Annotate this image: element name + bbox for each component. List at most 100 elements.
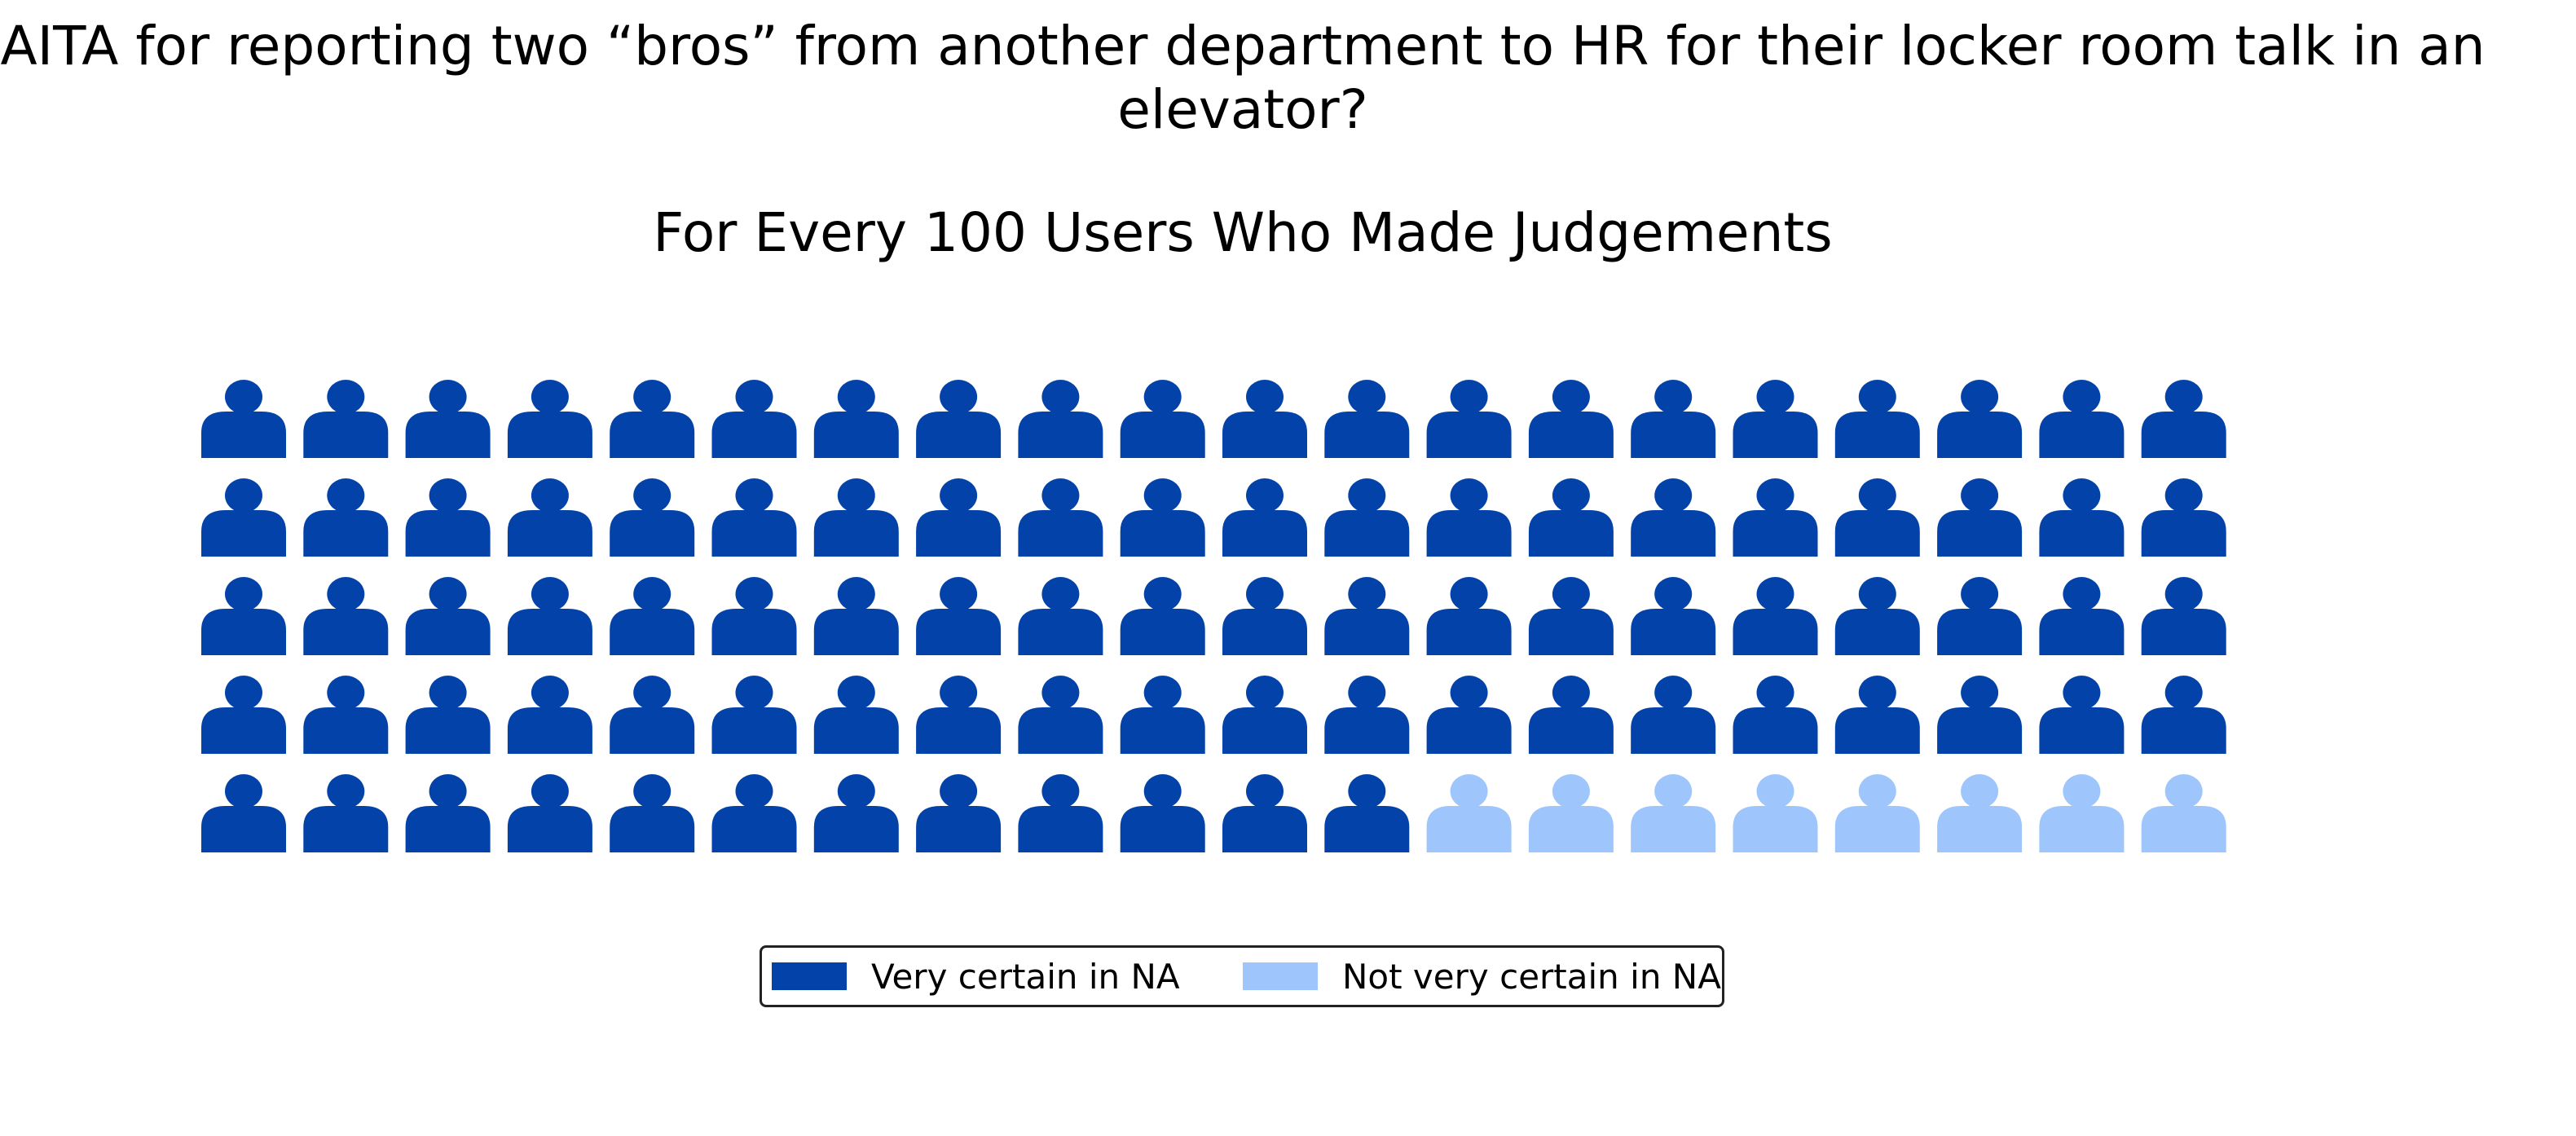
person-icon [916, 478, 1002, 557]
person-icon [813, 380, 899, 458]
legend-swatch-very-certain [772, 962, 847, 990]
person-icon [916, 577, 1002, 655]
chart-subtitle: For Every 100 Users Who Made Judgements [653, 201, 1833, 264]
legend-item-very-certain: Very certain in NA [772, 948, 1180, 1005]
person-icon [201, 774, 286, 852]
person-icon [1834, 577, 1920, 655]
legend-label-not-very-certain: Not very certain in NA [1342, 956, 1721, 997]
person-icon [507, 478, 592, 557]
person-icon [610, 478, 695, 557]
person-icon [1222, 380, 1307, 458]
person-icon [1120, 478, 1205, 557]
person-icon [1528, 774, 1614, 852]
person-icon [1834, 676, 1920, 754]
person-icon [1631, 774, 1716, 852]
person-icon [1018, 577, 1103, 655]
person-icon [2039, 380, 2125, 458]
person-icon [610, 774, 695, 852]
person-icon [711, 676, 797, 754]
person-icon [1018, 478, 1103, 557]
person-icon [916, 774, 1002, 852]
person-icon [1324, 676, 1410, 754]
person-icon [1528, 380, 1614, 458]
person-icon [303, 676, 389, 754]
person-icon [507, 577, 592, 655]
person-icon [813, 577, 899, 655]
person-icon [1733, 577, 1818, 655]
person-icon [2039, 478, 2125, 557]
person-icon [1222, 478, 1307, 557]
person-icon [1426, 380, 1512, 458]
person-icon [813, 676, 899, 754]
person-icon [711, 380, 797, 458]
person-icon [303, 478, 389, 557]
person-icon [2141, 577, 2226, 655]
person-icon [303, 380, 389, 458]
legend-label-very-certain: Very certain in NA [871, 956, 1180, 997]
person-icon [405, 774, 491, 852]
legend-swatch-not-very-certain [1243, 962, 1318, 990]
person-icon [507, 676, 592, 754]
person-icon [1324, 478, 1410, 557]
person-icon [813, 478, 899, 557]
person-icon [1222, 577, 1307, 655]
person-icon [1528, 577, 1614, 655]
person-icon [1834, 380, 1920, 458]
person-icon [1426, 478, 1512, 557]
person-icon [1426, 676, 1512, 754]
person-icon [1733, 478, 1818, 557]
person-icon [1018, 774, 1103, 852]
person-icon [1937, 774, 2023, 852]
person-icon [2039, 774, 2125, 852]
person-icon [2039, 577, 2125, 655]
person-icon [1631, 577, 1716, 655]
person-icon [1528, 478, 1614, 557]
person-icon [1834, 774, 1920, 852]
person-icon [405, 380, 491, 458]
person-icon [1733, 380, 1818, 458]
person-icon [405, 577, 491, 655]
person-icon [2141, 774, 2226, 852]
person-icon [1631, 380, 1716, 458]
person-icon [711, 577, 797, 655]
person-icon [1324, 774, 1410, 852]
person-icon [711, 478, 797, 557]
person-icon [2039, 676, 2125, 754]
person-icon [1120, 676, 1205, 754]
person-icon [201, 676, 286, 754]
person-icon [610, 577, 695, 655]
person-icon [610, 676, 695, 754]
person-icon [405, 478, 491, 557]
person-icon [1222, 774, 1307, 852]
legend-item-not-very-certain: Not very certain in NA [1243, 948, 1721, 1005]
person-icon [1426, 577, 1512, 655]
person-icon [813, 774, 899, 852]
person-icon [201, 478, 286, 557]
person-icon [1222, 676, 1307, 754]
person-icon [1528, 676, 1614, 754]
person-icon [2141, 676, 2226, 754]
person-icon [1733, 774, 1818, 852]
person-icon [2141, 478, 2226, 557]
person-icon [1120, 380, 1205, 458]
person-icon [507, 774, 592, 852]
person-icon [1631, 676, 1716, 754]
person-icon [610, 380, 695, 458]
person-icon [507, 380, 592, 458]
person-icon [1937, 478, 2023, 557]
person-icon [201, 577, 286, 655]
person-icon [1120, 774, 1205, 852]
person-icon [1834, 478, 1920, 557]
person-icon [1733, 676, 1818, 754]
person-icon [1120, 577, 1205, 655]
person-icon [1631, 478, 1716, 557]
person-icon [916, 676, 1002, 754]
person-icon [1324, 380, 1410, 458]
person-icon [1937, 577, 2023, 655]
person-icon [916, 380, 1002, 458]
person-icon [201, 380, 286, 458]
person-icon [1426, 774, 1512, 852]
person-icon [1937, 380, 2023, 458]
person-icon [303, 577, 389, 655]
person-icon [1018, 380, 1103, 458]
